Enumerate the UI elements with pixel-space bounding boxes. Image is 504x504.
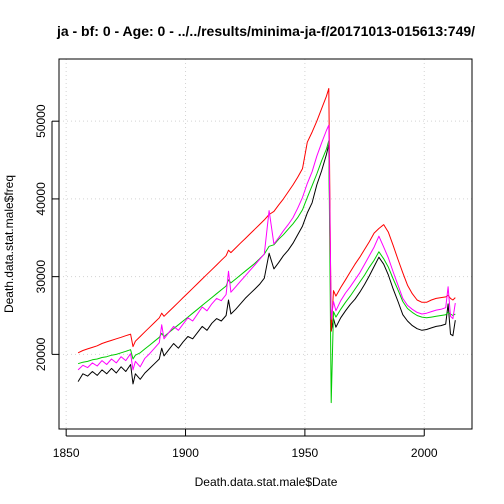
- series-line-2: [77, 140, 456, 404]
- x-axis: 1850 1900 1950 2000: [53, 429, 438, 460]
- series-line-1: [77, 144, 456, 385]
- y-tick-label: 30000: [34, 260, 48, 294]
- y-axis: 20000 30000 40000 50000: [34, 104, 59, 371]
- x-tick-label: 1900: [172, 446, 199, 460]
- plot-frame: [58, 58, 473, 430]
- x-tick-label: 1850: [53, 446, 80, 460]
- series-line-4: [77, 124, 456, 371]
- y-tick-label: 40000: [34, 182, 48, 216]
- grid: [59, 59, 472, 429]
- x-tick-label: 1950: [292, 446, 319, 460]
- x-axis-label: Death.data.stat.male$Date: [195, 475, 338, 489]
- y-tick-label: 20000: [34, 337, 48, 371]
- series-lines: [77, 88, 456, 404]
- x-tick-label: 2000: [411, 446, 438, 460]
- series-line-3: [77, 88, 456, 354]
- y-axis-label: Death.data.stat.male$freq: [2, 175, 16, 313]
- y-tick-label: 50000: [34, 104, 48, 138]
- chart-title: ja - bf: 0 - Age: 0 - ../../results/mini…: [56, 23, 475, 39]
